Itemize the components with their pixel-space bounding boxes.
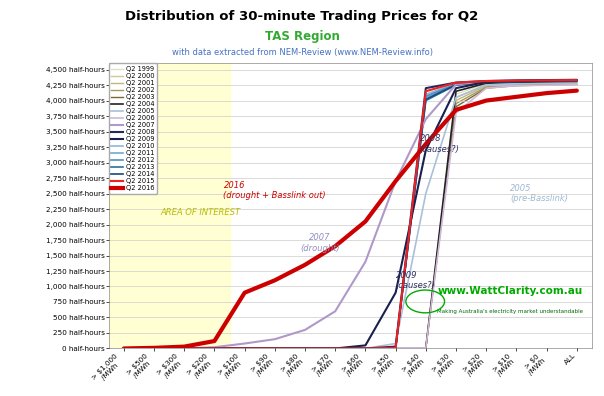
Text: AREA OF INTEREST: AREA OF INTEREST — [160, 208, 240, 217]
Text: 2007
(drought): 2007 (drought) — [300, 233, 340, 253]
Text: 2009
(causes?): 2009 (causes?) — [396, 270, 435, 290]
Text: 2016
(drought + Basslink out): 2016 (drought + Basslink out) — [223, 181, 326, 200]
Text: TAS Region: TAS Region — [265, 30, 339, 43]
Legend: Q2 1999, Q2 2000, Q2 2001, Q2 2002, Q2 2003, Q2 2004, Q2 2005, Q2 2006, Q2 2007,: Q2 1999, Q2 2000, Q2 2001, Q2 2002, Q2 2… — [109, 63, 158, 194]
Text: 2008
(causes?): 2008 (causes?) — [420, 134, 460, 154]
Text: 2005
(pre-Basslink): 2005 (pre-Basslink) — [510, 184, 568, 203]
Text: Distribution of 30-minute Trading Prices for Q2: Distribution of 30-minute Trading Prices… — [126, 10, 478, 23]
Text: Making Australia's electricity market understandable: Making Australia's electricity market un… — [437, 309, 583, 314]
Text: with data extracted from NEM-Review (www.NEM-Review.info): with data extracted from NEM-Review (www… — [172, 48, 432, 57]
Text: www.WattClarity.com.au: www.WattClarity.com.au — [437, 286, 582, 297]
Bar — [109, 63, 230, 348]
